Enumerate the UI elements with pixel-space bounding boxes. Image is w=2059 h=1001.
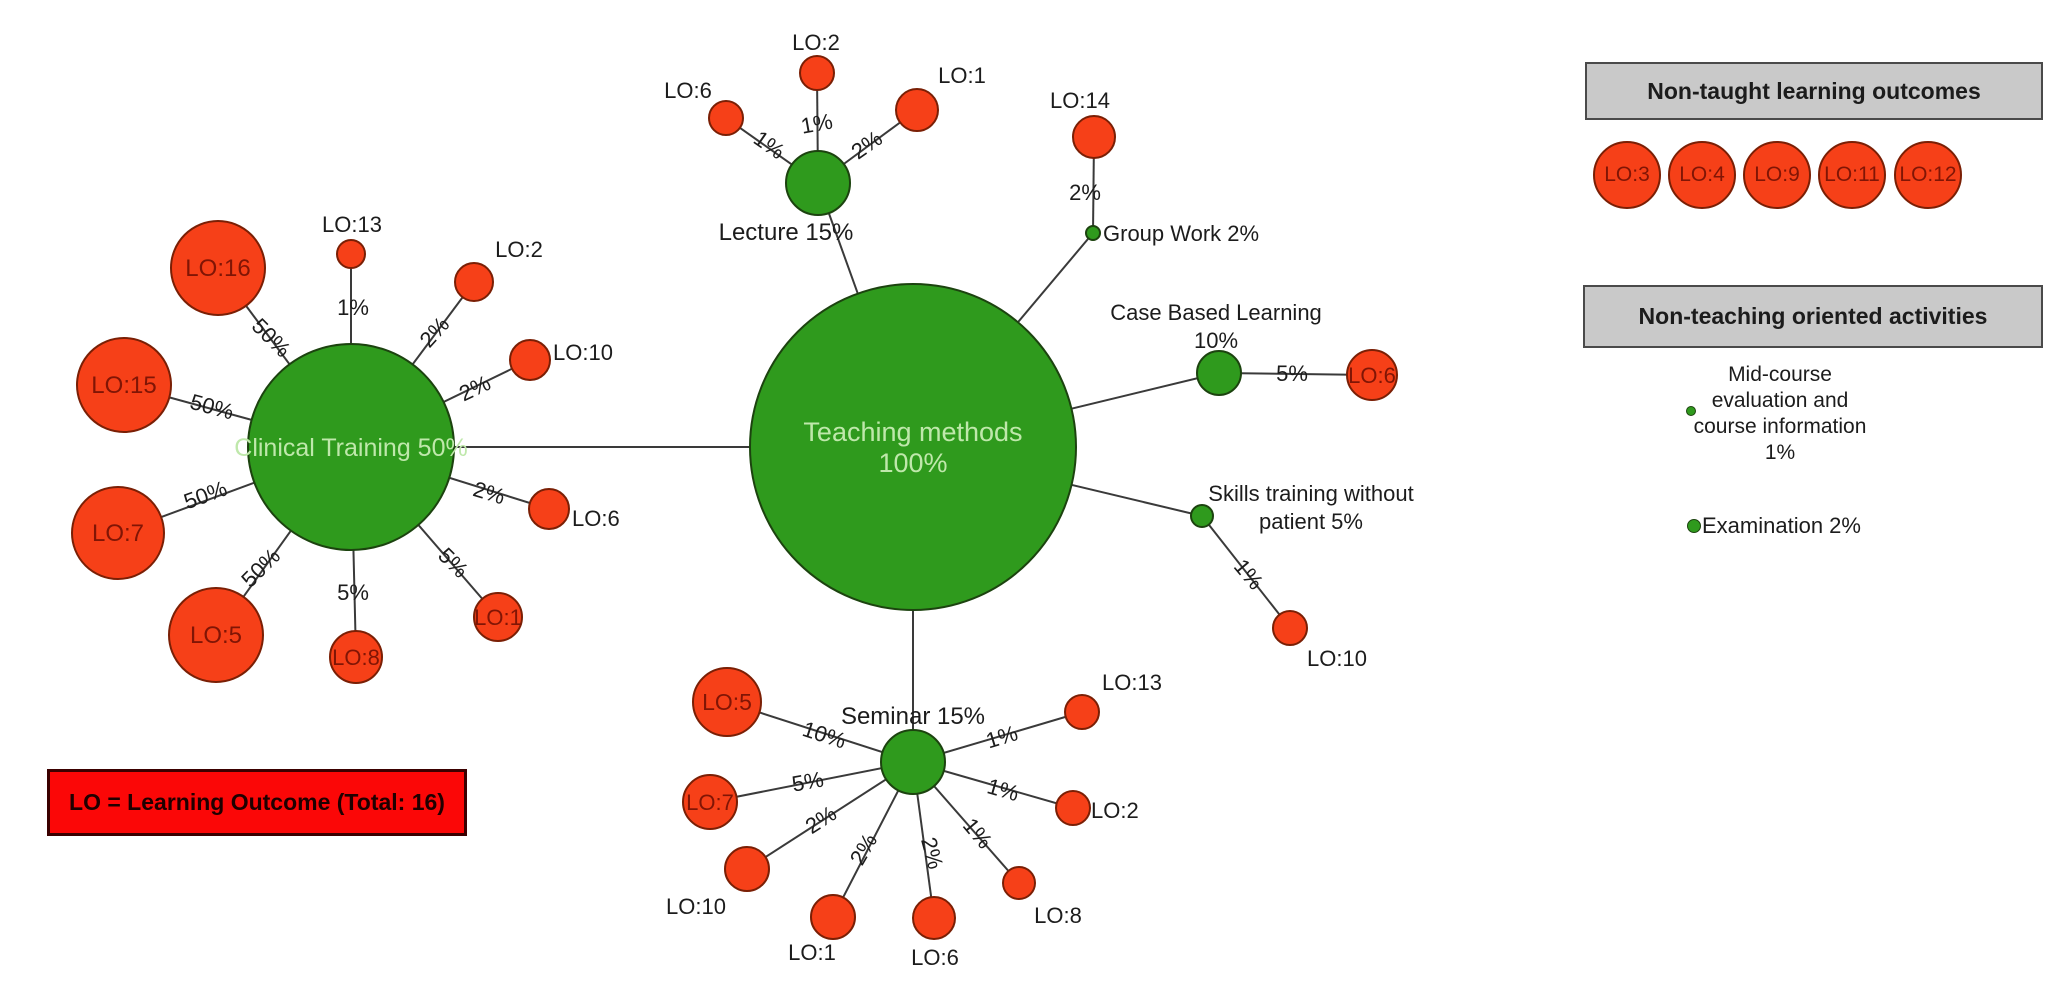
non-taught-outcome-lo9: LO:9: [1743, 141, 1811, 209]
edge-label-group-work-gw-lo14: 2%: [1069, 180, 1101, 205]
node-sem-lo13: [1064, 694, 1100, 730]
non-taught-outcome-lo3: LO:3: [1593, 141, 1661, 209]
node-ct-lo2: [454, 262, 494, 302]
midcourse-line-4: 1%: [1764, 441, 1796, 464]
node-sem-lo1: [810, 894, 856, 940]
node-lecture-label: Lecture 15%: [719, 219, 854, 246]
node-sem-lo2: [1055, 790, 1091, 826]
edge-label-seminar-sem-lo13: 1%: [983, 720, 1021, 753]
node-teaching-methods-label: Teaching methods 100%: [803, 417, 1022, 478]
edge-label-clinical-training-ct-lo7: 50%: [180, 476, 230, 515]
edge-label-clinical-training-ct-lo6: 2%: [470, 476, 508, 509]
edge-label-clinical-training-ct-lo10: 2%: [455, 370, 494, 406]
edge-label-seminar-sem-lo1: 2%: [845, 829, 883, 869]
node-ct-lo16-label: LO:16: [185, 255, 250, 282]
node-gw-lo14-label: LO:14: [1050, 88, 1110, 113]
node-lec-lo1-label: LO:1: [938, 63, 986, 88]
node-clinical-training: [247, 343, 455, 551]
midcourse-evaluation-label: Mid-course evaluation and course informa…: [1667, 362, 1893, 466]
node-st-lo10: [1272, 610, 1308, 646]
node-ct-lo7-label: LO:7: [92, 520, 144, 547]
node-sem-lo5: [692, 667, 762, 737]
node-ct-lo6: [528, 488, 570, 530]
node-sem-lo10: [724, 846, 770, 892]
node-lec-lo6: [708, 100, 744, 136]
edge-label-seminar-sem-lo6: 2%: [916, 834, 948, 871]
midcourse-line-3: course information: [1693, 415, 1867, 438]
node-ct-lo7: [71, 486, 165, 580]
non-taught-outcome-lo11: LO:11: [1818, 141, 1886, 209]
node-ct-lo10-label: LO:10: [553, 340, 613, 365]
examination-label: Examination 2%: [1702, 513, 1861, 538]
examination-dot-icon: [1687, 519, 1701, 533]
edge-label-clinical-training-ct-lo16: 50%: [247, 313, 296, 362]
node-ct-lo5-label: LO:5: [190, 622, 242, 649]
non-taught-outcome-lo4: LO:4: [1668, 141, 1736, 209]
edge-label-clinical-training-ct-lo8: 5%: [337, 580, 369, 605]
edge-label-lecture-lec-lo2: 1%: [799, 109, 835, 139]
node-group-work-label: Group Work 2%: [1103, 221, 1259, 246]
node-ct-lo8: [329, 630, 383, 684]
edge-skills-training-st-lo10: [1201, 515, 1291, 629]
node-lec-lo2: [799, 55, 835, 91]
legend-box: LO = Learning Outcome (Total: 16): [47, 769, 467, 836]
node-cbl-lo6: [1346, 349, 1398, 401]
node-sem-lo13-label: LO:13: [1102, 670, 1162, 695]
edge-label-skills-training-st-lo10: 1%: [1229, 554, 1269, 594]
edge-label-seminar-sem-lo7: 5%: [790, 767, 826, 797]
edge-label-clinical-training-ct-lo15: 50%: [187, 389, 236, 425]
node-gw-lo14: [1072, 115, 1116, 159]
node-ct-lo8-label: LO:8: [332, 645, 380, 670]
node-cbl-lo6-label: LO:6: [1348, 363, 1396, 388]
node-lec-lo2-label: LO:2: [792, 30, 840, 55]
edge-label-seminar-sem-lo2: 1%: [984, 773, 1021, 806]
node-sem-lo7-label: LO:7: [686, 790, 734, 815]
node-ct-lo2-label: LO:2: [495, 237, 543, 262]
midcourse-dot-icon: [1686, 406, 1696, 416]
node-skills-training: [1190, 504, 1214, 528]
node-lecture: [785, 150, 851, 216]
node-sem-lo5-label: LO:5: [702, 689, 752, 715]
node-ct-lo13-label: LO:13: [322, 212, 382, 237]
node-ct-lo1: [473, 592, 523, 642]
node-sem-lo1-label: LO:1: [788, 940, 836, 965]
edge-label-seminar-sem-lo10: 2%: [801, 801, 841, 839]
non-taught-outcome-lo12: LO:12: [1894, 141, 1962, 209]
node-ct-lo6-label: LO:6: [572, 506, 620, 531]
node-sem-lo8: [1002, 866, 1036, 900]
edge-seminar-sem-lo7: [709, 761, 914, 803]
node-sem-lo6-label: LO:6: [911, 945, 959, 970]
node-sem-lo6: [912, 896, 956, 940]
node-seminar: [880, 729, 946, 795]
node-seminar-label: Seminar 15%: [841, 703, 985, 730]
node-ct-lo16: [170, 220, 266, 316]
node-ct-lo5: [168, 587, 264, 683]
midcourse-line-2: evaluation and: [1711, 389, 1849, 412]
node-ct-lo15-label: LO:15: [91, 372, 156, 399]
node-ct-lo1-label: LO:1: [474, 605, 522, 630]
edge-label-clinical-training-ct-lo13: 1%: [337, 295, 369, 320]
node-st-lo10-label: LO:10: [1307, 646, 1367, 671]
edge-label-case-based-learning-cbl-lo6: 5%: [1276, 361, 1308, 386]
node-group-work: [1085, 225, 1101, 241]
midcourse-line-1: Mid-course: [1728, 363, 1832, 386]
node-sem-lo10-label: LO:10: [666, 894, 726, 919]
node-teaching-methods: [749, 283, 1077, 611]
non-taught-panel-header: Non-taught learning outcomes: [1585, 62, 2043, 120]
node-ct-lo15: [76, 337, 172, 433]
node-lec-lo6-label: LO:6: [664, 78, 712, 103]
node-sem-lo7: [682, 774, 738, 830]
node-ct-lo10: [509, 339, 551, 381]
node-case-based-learning-label: Case Based Learning 10%: [1110, 300, 1322, 353]
node-clinical-training-label: Clinical Training 50%: [234, 434, 467, 462]
node-lec-lo1: [895, 88, 939, 132]
node-ct-lo13: [336, 239, 366, 269]
node-case-based-learning: [1196, 350, 1242, 396]
node-skills-training-label: Skills training without patient 5%: [1208, 481, 1413, 534]
node-sem-lo8-label: LO:8: [1034, 903, 1082, 928]
node-sem-lo2-label: LO:2: [1091, 798, 1139, 823]
non-teaching-panel-header: Non-teaching oriented activities: [1583, 285, 2043, 348]
